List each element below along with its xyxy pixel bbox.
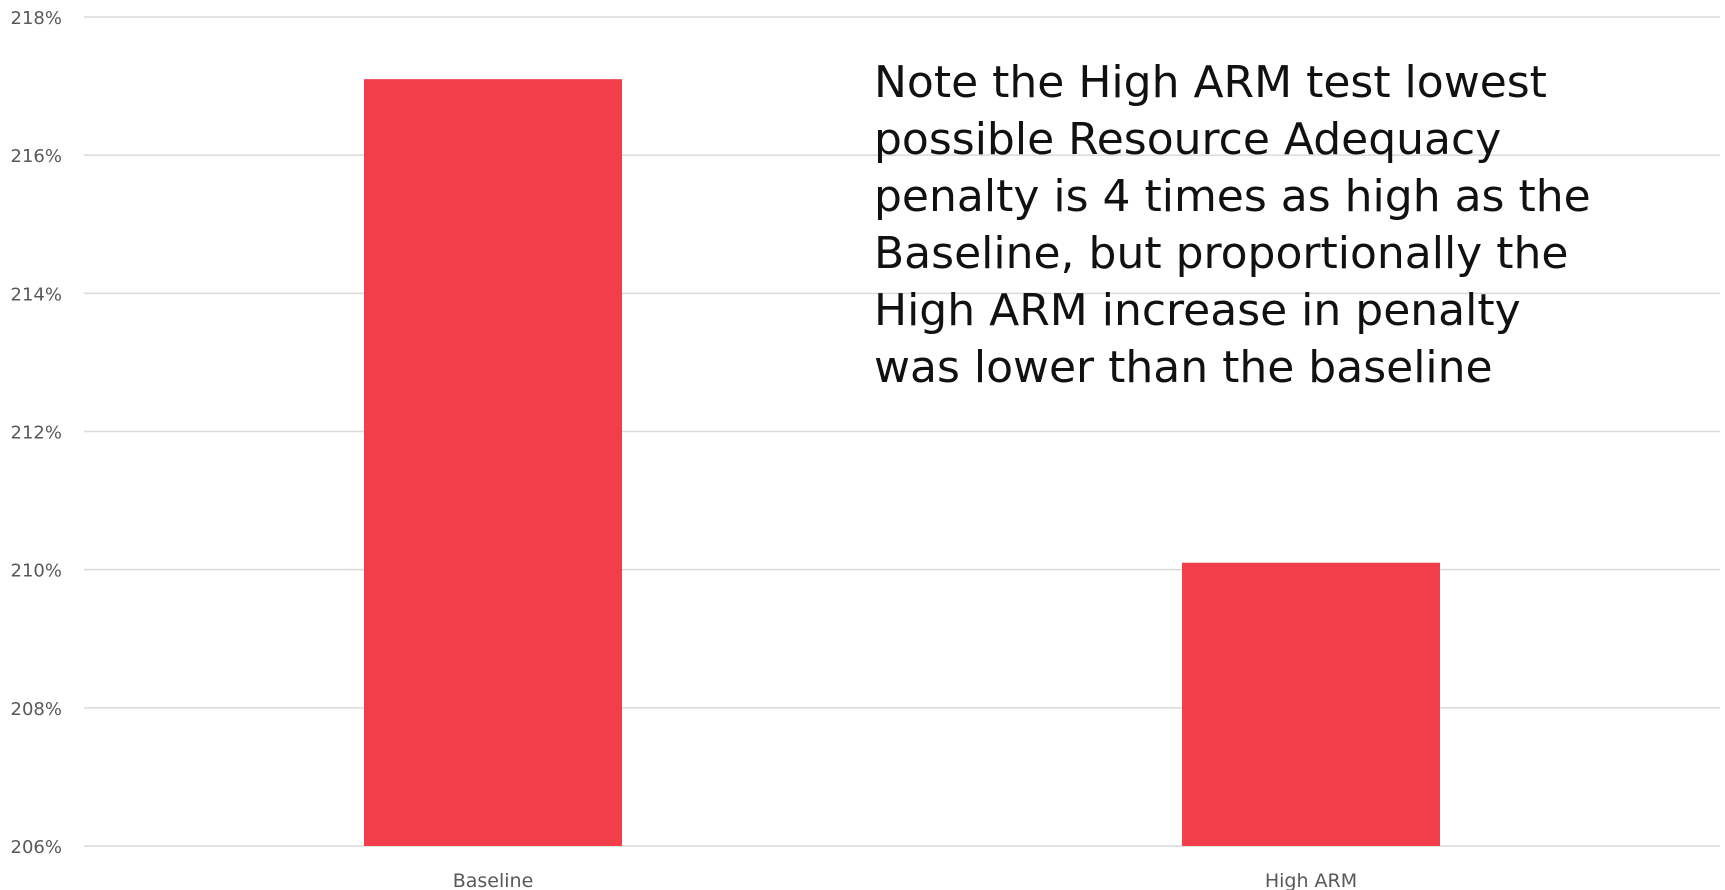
y-tick-label: 218%	[11, 8, 62, 29]
y-tick-label: 216%	[11, 146, 62, 167]
y-tick-label: 208%	[11, 699, 62, 720]
x-category-label: High ARM	[1265, 870, 1357, 890]
bars	[364, 79, 1440, 847]
bar-baseline	[364, 79, 622, 847]
x-category-label: Baseline	[453, 870, 534, 890]
gridlines	[84, 16, 1720, 847]
y-tick-label: 214%	[11, 284, 62, 305]
chart-annotation: Note the High ARM test lowest possible R…	[874, 57, 1591, 393]
y-tick-label: 212%	[11, 423, 62, 444]
y-axis-tick-labels: 206% 208% 210% 212% 214% 216% 218%	[11, 8, 62, 858]
y-tick-label: 210%	[11, 561, 62, 582]
y-tick-label: 206%	[11, 837, 62, 858]
bar-high-arm	[1182, 562, 1440, 846]
x-axis-category-labels: Baseline High ARM	[453, 870, 1357, 890]
